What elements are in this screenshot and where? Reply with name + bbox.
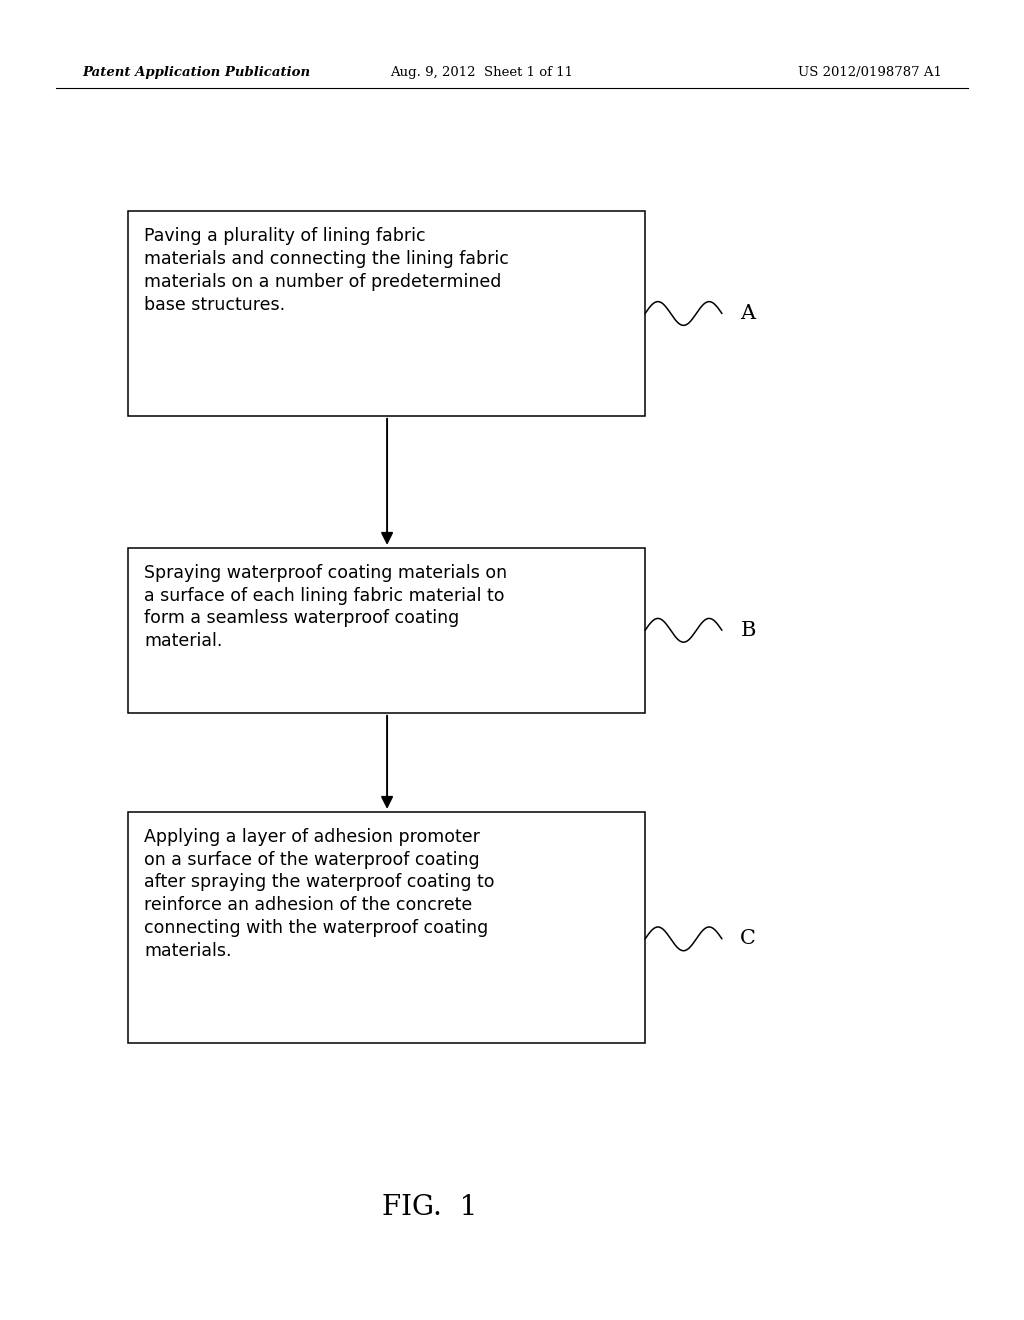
Text: A: A [740,304,756,323]
Text: FIG.  1: FIG. 1 [382,1195,478,1221]
Text: Spraying waterproof coating materials on
a surface of each lining fabric materia: Spraying waterproof coating materials on… [144,564,508,651]
Bar [128,211,645,416]
Bar [128,812,645,1043]
Text: Applying a layer of adhesion promoter
on a surface of the waterproof coating
aft: Applying a layer of adhesion promoter on… [144,828,495,960]
Bar [128,548,645,713]
Text: C: C [740,929,757,948]
Text: Aug. 9, 2012  Sheet 1 of 11: Aug. 9, 2012 Sheet 1 of 11 [390,66,572,79]
Text: Patent Application Publication: Patent Application Publication [82,66,310,79]
Text: Paving a plurality of lining fabric
materials and connecting the lining fabric
m: Paving a plurality of lining fabric mate… [144,227,509,314]
Text: US 2012/0198787 A1: US 2012/0198787 A1 [798,66,942,79]
Text: B: B [740,620,756,640]
